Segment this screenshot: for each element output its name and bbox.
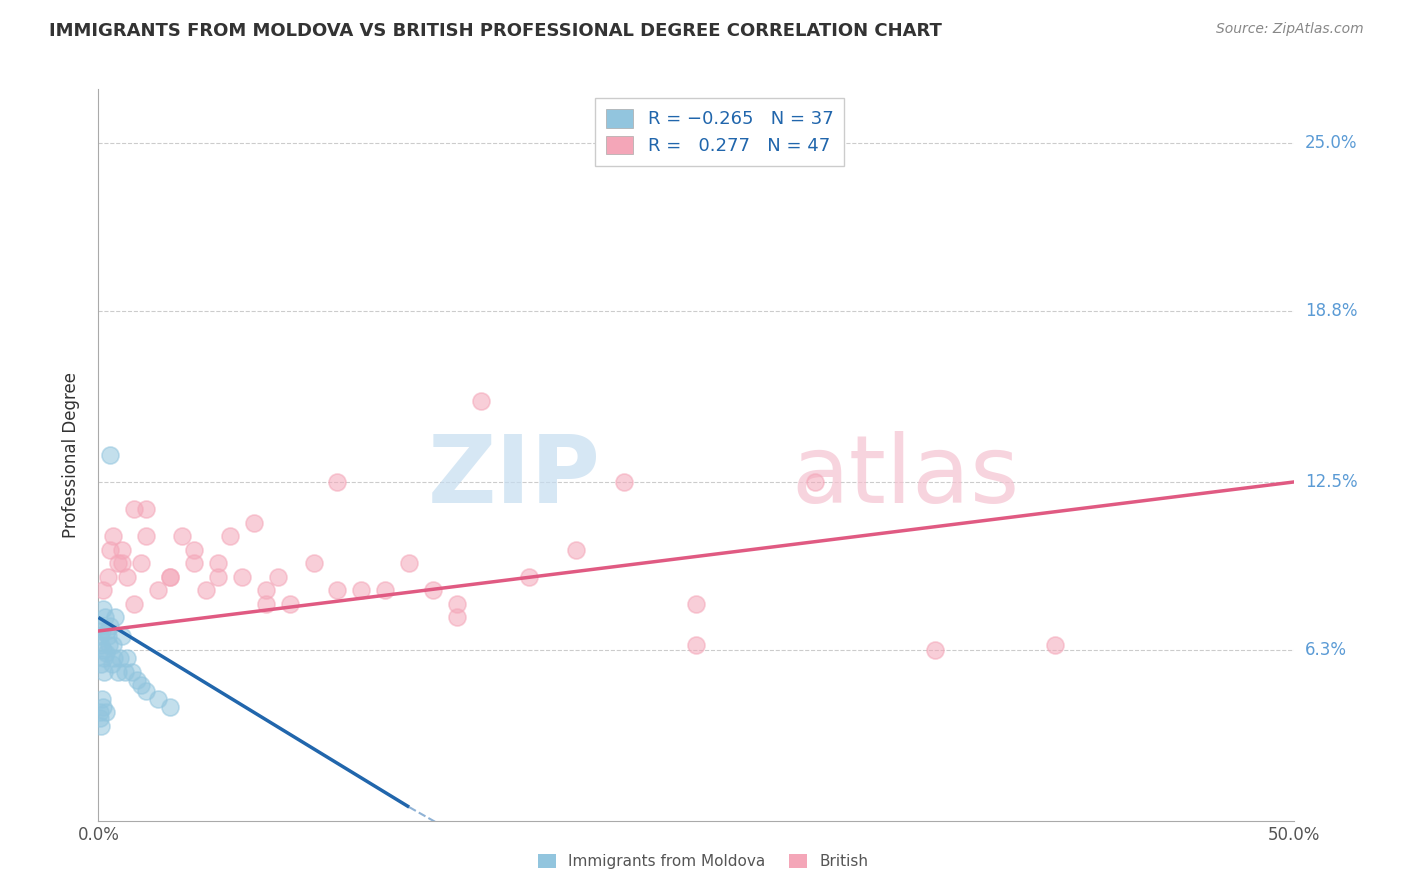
Point — [124, 597, 146, 611]
Point — [565, 542, 588, 557]
Point — [924, 643, 946, 657]
Point — [446, 597, 468, 611]
Text: 12.5%: 12.5% — [1305, 473, 1357, 491]
Point — [254, 597, 277, 611]
Point — [446, 610, 468, 624]
Point — [108, 651, 131, 665]
Point — [267, 570, 290, 584]
Point — [89, 629, 111, 643]
Point — [91, 602, 114, 616]
Text: Source: ZipAtlas.com: Source: ZipAtlas.com — [1216, 22, 1364, 37]
Point — [135, 529, 157, 543]
Point — [374, 583, 396, 598]
Legend: R = −0.265   N = 37, R =   0.277   N = 47: R = −0.265 N = 37, R = 0.277 N = 47 — [595, 98, 845, 166]
Point — [94, 706, 117, 720]
Point — [183, 542, 205, 557]
Point — [613, 475, 636, 489]
Text: 6.3%: 6.3% — [1305, 641, 1347, 659]
Point — [1043, 638, 1066, 652]
Point — [96, 624, 118, 638]
Point — [89, 711, 111, 725]
Point — [131, 678, 153, 692]
Point — [111, 556, 134, 570]
Point — [135, 683, 157, 698]
Point — [326, 475, 349, 489]
Point — [97, 570, 120, 584]
Point — [172, 529, 194, 543]
Point — [195, 583, 218, 598]
Point — [159, 570, 181, 584]
Point — [91, 583, 114, 598]
Point — [685, 597, 707, 611]
Point — [101, 638, 124, 652]
Point — [159, 570, 181, 584]
Point — [90, 719, 112, 733]
Text: ZIP: ZIP — [427, 431, 600, 523]
Point — [115, 570, 138, 584]
Point — [93, 651, 115, 665]
Point — [517, 570, 540, 584]
Point — [90, 657, 112, 671]
Point — [254, 583, 277, 598]
Text: atlas: atlas — [792, 431, 1019, 523]
Point — [90, 638, 112, 652]
Point — [91, 624, 114, 638]
Point — [121, 665, 143, 679]
Point — [103, 651, 125, 665]
Point — [104, 610, 127, 624]
Point — [131, 556, 153, 570]
Text: 18.8%: 18.8% — [1305, 302, 1357, 320]
Point — [183, 556, 205, 570]
Point — [111, 542, 134, 557]
Point — [93, 665, 115, 679]
Point — [685, 638, 707, 652]
Point — [350, 583, 373, 598]
Point — [114, 665, 136, 679]
Point — [100, 657, 122, 671]
Point — [98, 542, 122, 557]
Point — [91, 699, 114, 714]
Point — [219, 529, 242, 543]
Point — [207, 570, 229, 584]
Point — [107, 556, 129, 570]
Point — [148, 583, 170, 598]
Point — [470, 393, 492, 408]
Point — [111, 629, 134, 643]
Point — [135, 502, 157, 516]
Point — [101, 529, 124, 543]
Point — [91, 643, 114, 657]
Point — [98, 448, 122, 462]
Point — [804, 475, 827, 489]
Point — [278, 597, 301, 611]
Point — [231, 570, 253, 584]
Point — [422, 583, 444, 598]
Y-axis label: Professional Degree: Professional Degree — [62, 372, 80, 538]
Point — [207, 556, 229, 570]
Point — [89, 706, 111, 720]
Point — [115, 651, 138, 665]
Point — [107, 665, 129, 679]
Text: 25.0%: 25.0% — [1305, 135, 1357, 153]
Point — [398, 556, 420, 570]
Point — [97, 629, 120, 643]
Point — [326, 583, 349, 598]
Point — [89, 618, 111, 632]
Point — [98, 618, 122, 632]
Point — [98, 638, 121, 652]
Text: IMMIGRANTS FROM MOLDOVA VS BRITISH PROFESSIONAL DEGREE CORRELATION CHART: IMMIGRANTS FROM MOLDOVA VS BRITISH PROFE… — [49, 22, 942, 40]
Point — [124, 502, 146, 516]
Point — [159, 699, 181, 714]
Point — [94, 646, 117, 660]
Legend: Immigrants from Moldova, British: Immigrants from Moldova, British — [531, 848, 875, 875]
Point — [243, 516, 266, 530]
Point — [302, 556, 325, 570]
Point — [125, 673, 148, 687]
Point — [91, 691, 114, 706]
Point — [94, 610, 117, 624]
Point — [148, 691, 170, 706]
